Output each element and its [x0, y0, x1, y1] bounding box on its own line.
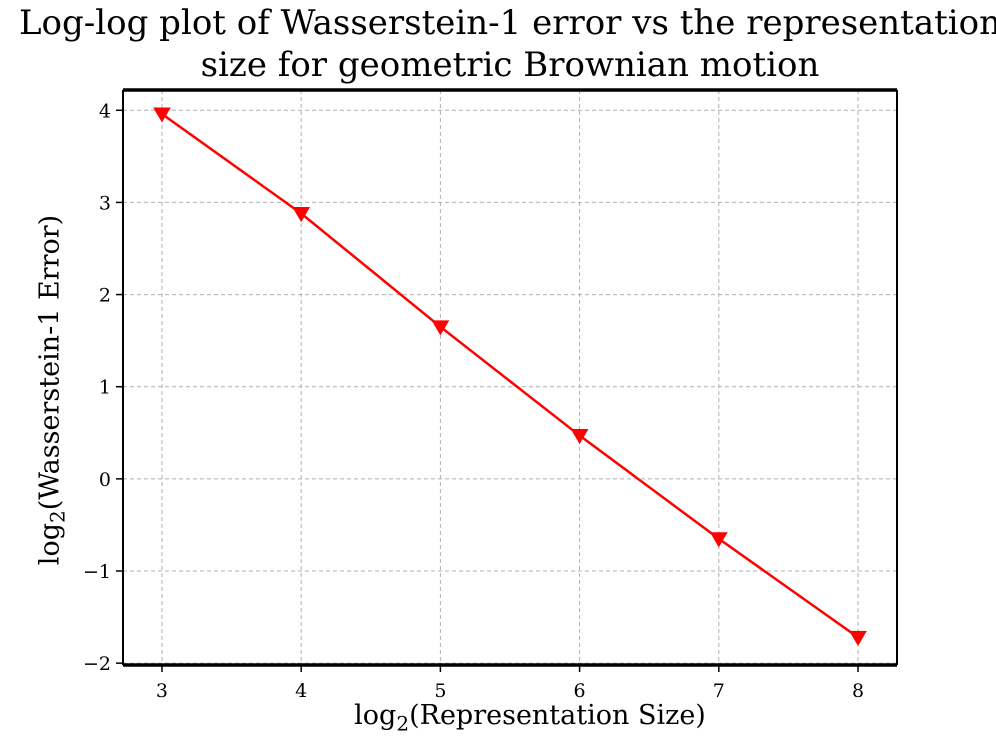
- series-line: [161, 112, 859, 639]
- x-axis-label: log2(Representation Size): [354, 700, 706, 736]
- axes-frame: [122, 88, 898, 667]
- data-point-marker: [431, 320, 450, 336]
- x-tick-label: 5: [434, 680, 446, 702]
- y-tick-label: 2: [99, 285, 111, 307]
- ticks: 3 4 5 6 7 8 −2 −1 0 1 2 3 4: [83, 100, 864, 702]
- y-axis-label: log2(Wasserstein-1 Error): [34, 214, 70, 566]
- series-group: [153, 107, 867, 646]
- x-tick-label: 4: [295, 680, 307, 702]
- y-tick-label: −2: [83, 653, 111, 675]
- y-tick-label: 0: [99, 469, 111, 491]
- data-point-marker: [570, 429, 589, 445]
- grid: [123, 90, 897, 665]
- data-point-marker: [849, 630, 867, 646]
- x-tick-label: 6: [574, 680, 586, 702]
- x-tick-label: 8: [852, 680, 864, 702]
- data-point-marker: [292, 206, 311, 223]
- y-tick-label: 3: [99, 192, 111, 214]
- x-tick-label: 7: [713, 680, 725, 702]
- data-point-marker: [709, 532, 728, 548]
- y-tick-label: −1: [83, 561, 111, 583]
- data-point-marker: [153, 107, 171, 123]
- chart-title-line-1: Log-log plot of Wasserstein-1 error vs t…: [18, 3, 996, 43]
- y-tick-label: 4: [99, 100, 111, 122]
- y-tick-label: 1: [99, 377, 111, 399]
- chart-title-line-2: size for geometric Brownian motion: [200, 45, 820, 85]
- x-tick-label: 3: [156, 680, 168, 702]
